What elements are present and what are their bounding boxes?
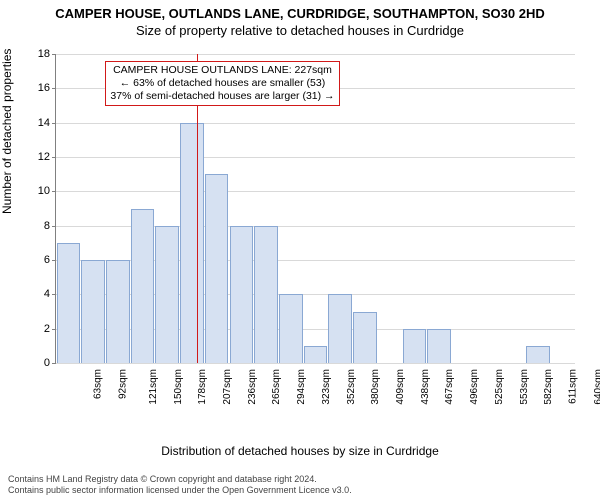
gridline xyxy=(56,191,575,192)
y-tick-mark xyxy=(52,123,56,124)
chart-subtitle: Size of property relative to detached ho… xyxy=(0,21,600,38)
gridline xyxy=(56,363,575,364)
x-tick-label: 178sqm xyxy=(197,369,208,405)
x-tick-label: 553sqm xyxy=(519,369,530,405)
histogram-bar xyxy=(427,329,450,363)
x-tick-label: 582sqm xyxy=(543,369,554,405)
y-tick-label: 4 xyxy=(44,288,50,300)
x-tick-label: 640sqm xyxy=(593,369,600,405)
x-axis-label: Distribution of detached houses by size … xyxy=(0,444,600,458)
y-tick-mark xyxy=(52,157,56,158)
gridline xyxy=(56,54,575,55)
x-tick-label: 92sqm xyxy=(118,369,129,399)
chart-title: CAMPER HOUSE, OUTLANDS LANE, CURDRIDGE, … xyxy=(0,0,600,21)
y-tick-mark xyxy=(52,226,56,227)
y-axis-label: Number of detached properties xyxy=(0,49,14,214)
histogram-bar xyxy=(155,226,178,363)
y-tick-mark xyxy=(52,54,56,55)
histogram-bar xyxy=(180,123,203,363)
gridline xyxy=(56,123,575,124)
annotation-box: CAMPER HOUSE OUTLANDS LANE: 227sqm← 63% … xyxy=(105,61,339,106)
x-tick-label: 236sqm xyxy=(247,369,258,405)
histogram-bar xyxy=(81,260,104,363)
x-tick-label: 265sqm xyxy=(271,369,282,405)
histogram-bar xyxy=(353,312,376,364)
histogram-bar xyxy=(328,294,351,363)
histogram-bar xyxy=(131,209,154,364)
annotation-line: 37% of semi-detached houses are larger (… xyxy=(110,90,334,103)
y-tick-mark xyxy=(52,191,56,192)
y-tick-mark xyxy=(52,88,56,89)
x-tick-label: 380sqm xyxy=(370,369,381,405)
x-tick-label: 323sqm xyxy=(321,369,332,405)
y-tick-label: 8 xyxy=(44,220,50,232)
y-tick-label: 6 xyxy=(44,254,50,266)
chart-container: Number of detached properties 0246810121… xyxy=(0,44,600,454)
plot-area: 02468101214161863sqm92sqm121sqm150sqm178… xyxy=(55,54,575,364)
x-tick-label: 467sqm xyxy=(444,369,455,405)
y-tick-mark xyxy=(52,294,56,295)
copyright-line-2: Contains public sector information licen… xyxy=(8,485,352,496)
y-tick-label: 10 xyxy=(38,185,50,197)
x-tick-label: 63sqm xyxy=(93,369,104,399)
x-tick-label: 207sqm xyxy=(222,369,233,405)
histogram-bar xyxy=(526,346,549,363)
y-tick-label: 0 xyxy=(44,357,50,369)
x-tick-label: 150sqm xyxy=(173,369,184,405)
histogram-bar xyxy=(106,260,129,363)
copyright-notice: Contains HM Land Registry data © Crown c… xyxy=(8,474,352,496)
copyright-line-1: Contains HM Land Registry data © Crown c… xyxy=(8,474,352,485)
y-tick-label: 2 xyxy=(44,323,50,335)
gridline xyxy=(56,157,575,158)
y-tick-label: 12 xyxy=(38,151,50,163)
histogram-bar xyxy=(205,174,228,363)
y-tick-label: 14 xyxy=(38,117,50,129)
x-tick-label: 352sqm xyxy=(346,369,357,405)
histogram-bar xyxy=(254,226,277,363)
y-tick-mark xyxy=(52,329,56,330)
x-tick-label: 409sqm xyxy=(395,369,406,405)
x-tick-label: 525sqm xyxy=(494,369,505,405)
annotation-line: ← 63% of detached houses are smaller (53… xyxy=(110,77,334,90)
x-tick-label: 121sqm xyxy=(148,369,159,405)
y-tick-mark xyxy=(52,260,56,261)
x-tick-label: 611sqm xyxy=(567,369,578,404)
x-tick-label: 294sqm xyxy=(296,369,307,405)
histogram-bar xyxy=(403,329,426,363)
histogram-bar xyxy=(304,346,327,363)
histogram-bar xyxy=(279,294,302,363)
y-tick-mark xyxy=(52,363,56,364)
annotation-line: CAMPER HOUSE OUTLANDS LANE: 227sqm xyxy=(110,64,334,77)
histogram-bar xyxy=(230,226,253,363)
y-tick-label: 16 xyxy=(38,82,50,94)
x-tick-label: 438sqm xyxy=(420,369,431,405)
histogram-bar xyxy=(57,243,80,363)
x-tick-label: 496sqm xyxy=(469,369,480,405)
y-tick-label: 18 xyxy=(38,48,50,60)
